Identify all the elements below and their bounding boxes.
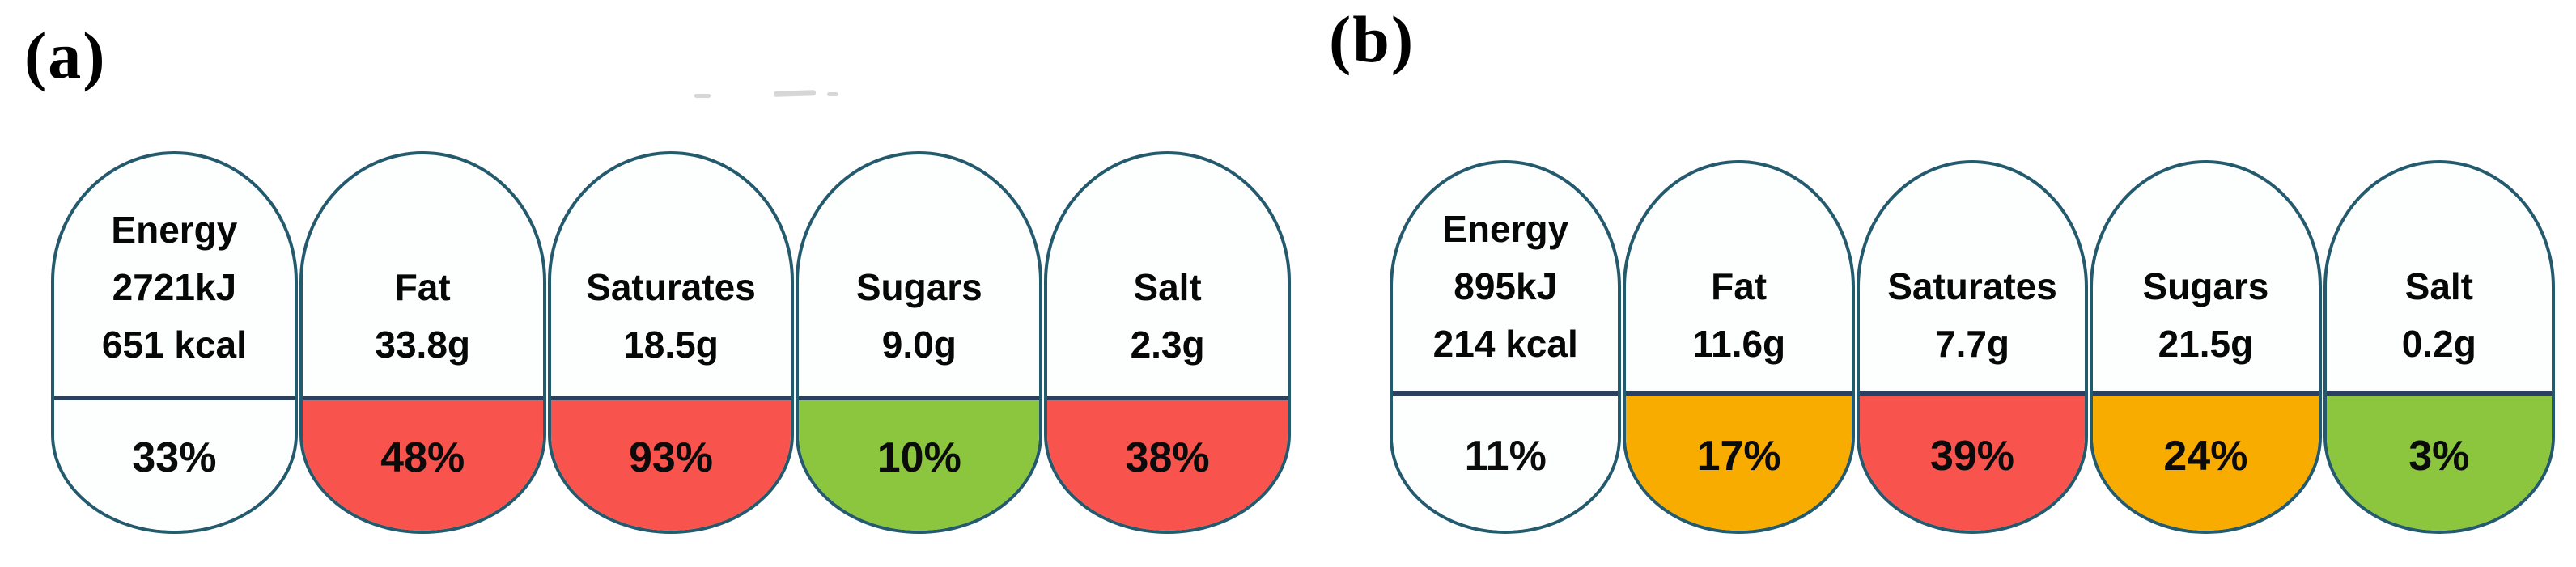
ri-percent-cell: 33% [54, 395, 295, 531]
nutrient-name: Saturates [586, 266, 756, 308]
nutrient-name: Fat [394, 266, 451, 308]
nutrient-grams-value: 33.8g [375, 324, 471, 366]
nutrient-name: Energy [111, 208, 238, 251]
ri-percent: 48% [380, 434, 465, 482]
nutrition-label-b: Energy 895kJ 214 kcal 11% Fat 11.6g 17% … [1389, 160, 2556, 534]
panel-label-a: (a) [24, 19, 107, 92]
nutrient-info-sugars-b: Sugars 21.5g [2093, 163, 2318, 391]
ri-percent-cell: 10% [799, 395, 1040, 531]
nutrient-info-fat-a: Fat 33.8g [303, 154, 543, 396]
pill-salt-a: Salt 2.3g 38% [1044, 151, 1291, 534]
nutrient-grams-value: 21.5g [2158, 323, 2254, 366]
ri-percent-cell: 24% [2093, 391, 2319, 531]
nutrient-grams-value: 2.3g [1130, 324, 1205, 366]
ri-percent: 10% [876, 434, 961, 482]
pill-fat-b: Fat 11.6g 17% [1623, 160, 1855, 534]
nutrient-grams-value: 11.6g [1692, 323, 1786, 366]
nutrient-name: Salt [1133, 266, 1202, 308]
nutrient-info-salt-b: Salt 0.2g [2327, 163, 2552, 391]
nutrient-info-energy-a: Energy 2721kJ 651 kcal [54, 154, 295, 396]
nutrient-name: Sugars [2142, 264, 2269, 307]
ri-percent: 39% [1929, 432, 2015, 480]
pill-saturates-b: Saturates 7.7g 39% [1856, 160, 2089, 534]
ri-percent: 17% [1696, 432, 1781, 480]
nutrient-info-saturates-b: Saturates 7.7g [1860, 163, 2085, 391]
ri-percent-cell: 38% [1047, 395, 1288, 531]
pill-sugars-a: Sugars 9.0g 10% [796, 151, 1043, 534]
nutrient-kcal-value: 214 kcal [1432, 323, 1578, 366]
ri-percent-cell: 11% [1393, 391, 1619, 531]
pill-sugars-b: Sugars 21.5g 24% [2090, 160, 2322, 534]
nutrient-kj-value: 2721kJ [112, 266, 237, 308]
nutrient-info-fat-b: Fat 11.6g [1626, 163, 1851, 391]
print-artifact [827, 92, 838, 96]
pill-energy-a: Energy 2721kJ 651 kcal 33% [51, 151, 298, 534]
nutrient-grams-value: 0.2g [2401, 323, 2476, 366]
ri-percent-cell: 3% [2326, 391, 2553, 531]
ri-percent: 24% [2163, 432, 2248, 480]
nutrient-grams-value: 18.5g [623, 324, 719, 366]
ri-percent: 33% [132, 434, 217, 482]
nutrition-label-a: Energy 2721kJ 651 kcal 33% Fat 33.8g 48%… [50, 151, 1292, 534]
pill-salt-b: Salt 0.2g 3% [2323, 160, 2556, 534]
nutrient-name: Energy [1442, 207, 1569, 250]
ri-percent: 3% [2408, 432, 2470, 480]
nutrient-name: Fat [1711, 264, 1768, 307]
nutrient-name: Salt [2404, 264, 2474, 307]
nutrient-info-sugars-a: Sugars 9.0g [799, 154, 1039, 396]
panel-label-b: (b) [1329, 2, 1415, 76]
nutrient-kcal-value: 651 kcal [101, 324, 247, 366]
pill-saturates-a: Saturates 18.5g 93% [547, 151, 795, 534]
ri-percent-cell: 93% [550, 395, 791, 531]
nutrient-grams-value: 9.0g [881, 324, 957, 366]
nutrient-info-salt-a: Salt 2.3g [1047, 154, 1288, 396]
ri-percent: 11% [1464, 432, 1547, 480]
nutrient-kj-value: 895kJ [1454, 264, 1558, 307]
print-artifact [773, 90, 817, 97]
ri-percent-cell: 39% [1859, 391, 2086, 531]
nutrient-name: Sugars [855, 266, 982, 308]
nutrient-info-saturates-a: Saturates 18.5g [551, 154, 791, 396]
nutrient-grams-value: 7.7g [1934, 323, 2010, 366]
ri-percent-cell: 48% [302, 395, 543, 531]
nutrient-name: Saturates [1887, 264, 2057, 307]
pill-energy-b: Energy 895kJ 214 kcal 11% [1390, 160, 1622, 534]
ri-percent: 93% [628, 434, 714, 482]
ri-percent: 38% [1125, 434, 1210, 482]
ri-percent-cell: 17% [1626, 391, 1852, 531]
pill-fat-a: Fat 33.8g 48% [299, 151, 546, 534]
print-artifact [694, 94, 711, 98]
nutrient-info-energy-b: Energy 895kJ 214 kcal [1393, 163, 1618, 391]
